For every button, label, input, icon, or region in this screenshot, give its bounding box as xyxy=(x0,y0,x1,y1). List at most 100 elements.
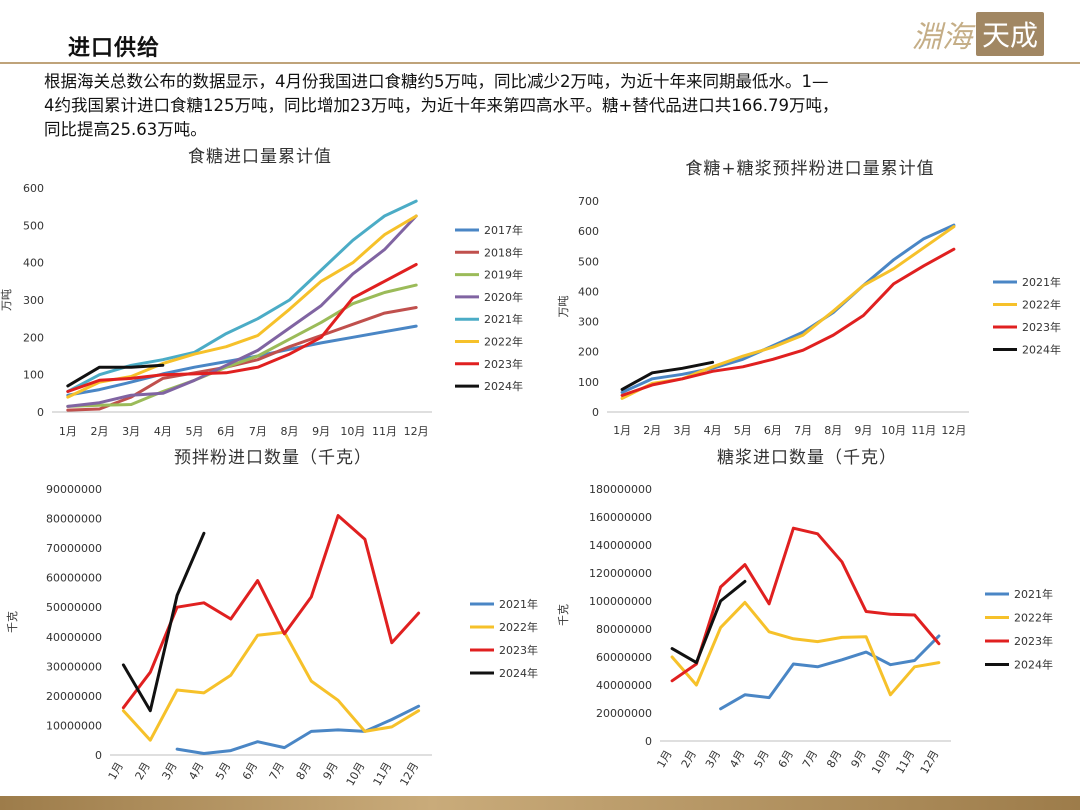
x-tick-label: 5月 xyxy=(186,425,204,438)
x-tick-label: 1月 xyxy=(613,424,631,437)
footer-band xyxy=(0,796,1080,810)
x-tick-label: 12月 xyxy=(918,748,942,776)
x-tick-label: 10月 xyxy=(869,748,893,776)
x-tick-label: 4月 xyxy=(727,748,747,770)
x-tick-label: 11月 xyxy=(371,760,395,788)
series-line-2021 xyxy=(620,223,956,394)
y-tick-label: 120000000 xyxy=(589,567,652,580)
series-line-2022 xyxy=(121,630,421,742)
legend-label: 2023年 xyxy=(499,643,538,657)
y-tick-label: 400 xyxy=(23,257,44,270)
x-tick-label: 10月 xyxy=(344,760,368,788)
x-tick-label: 8月 xyxy=(824,424,842,437)
y-tick-label: 10000000 xyxy=(46,719,102,732)
chart-title: 糖浆进口数量（千克） xyxy=(717,448,897,468)
legend-label: 2024年 xyxy=(1014,658,1053,672)
legend-label: 2019年 xyxy=(484,268,523,282)
x-tick-label: 8月 xyxy=(824,748,844,770)
y-axis-label: 万吨 xyxy=(557,296,570,318)
x-tick-label: 2月 xyxy=(133,760,153,782)
x-tick-label: 8月 xyxy=(281,425,299,438)
y-tick-label: 500 xyxy=(23,219,44,232)
x-tick-label: 4月 xyxy=(186,760,206,782)
y-axis-label: 千克 xyxy=(6,611,19,633)
x-tick-label: 6月 xyxy=(217,425,235,438)
x-tick-label: 3月 xyxy=(159,760,179,782)
y-tick-label: 500 xyxy=(578,255,599,268)
x-tick-label: 2月 xyxy=(91,425,109,438)
intro-line: 4约我国累计进口食糖125万吨，同比增加23万吨，为近十年来第四高水平。糖+替代… xyxy=(44,96,839,115)
y-tick-label: 0 xyxy=(645,735,652,748)
y-tick-label: 60000000 xyxy=(46,572,102,585)
legend-label: 2022年 xyxy=(499,620,538,634)
y-tick-label: 40000000 xyxy=(46,631,102,644)
y-tick-label: 600 xyxy=(578,225,599,238)
chart-title: 食糖进口量累计值 xyxy=(188,147,332,167)
y-tick-label: 0 xyxy=(592,406,599,419)
y-axis-label: 万吨 xyxy=(0,289,13,311)
title-divider xyxy=(0,62,1080,64)
y-tick-label: 180000000 xyxy=(589,483,652,496)
x-tick-label: 12月 xyxy=(397,760,421,788)
x-tick-label: 5月 xyxy=(213,760,233,782)
legend-label: 2020年 xyxy=(484,290,523,304)
x-tick-label: 5月 xyxy=(751,748,771,770)
y-tick-label: 100000000 xyxy=(589,595,652,608)
x-tick-label: 11月 xyxy=(372,425,397,438)
y-tick-label: 50000000 xyxy=(46,601,102,614)
y-tick-label: 60000000 xyxy=(596,651,652,664)
chart-syrup-import: 糖浆进口数量（千克） 千克 0 20000000 40000000 60000000 800… xyxy=(557,448,1053,776)
y-tick-label: 400 xyxy=(578,285,599,298)
x-tick-label: 10月 xyxy=(881,424,906,437)
y-tick-label: 30000000 xyxy=(46,660,102,673)
legend-label: 2017年 xyxy=(484,223,523,237)
x-tick-label: 2月 xyxy=(679,748,699,770)
series-line-2024 xyxy=(670,579,747,665)
x-tick-label: 9月 xyxy=(854,424,872,437)
x-tick-label: 1月 xyxy=(654,748,674,770)
y-tick-label: 200 xyxy=(578,346,599,359)
x-tick-label: 1月 xyxy=(59,425,77,438)
series-line-2022 xyxy=(670,600,941,697)
legend-label: 2021年 xyxy=(484,312,523,326)
y-tick-label: 100 xyxy=(578,376,599,389)
x-tick-label: 3月 xyxy=(122,425,140,438)
x-tick-label: 3月 xyxy=(703,748,723,770)
legend-label: 2021年 xyxy=(499,597,538,611)
x-tick-label: 11月 xyxy=(893,748,917,776)
chart-premix-import: 预拌粉进口数量（千克） 千克 0 10000000 20000000 30000000 40… xyxy=(6,448,538,788)
series-line-2024 xyxy=(620,360,715,391)
series-line-2023 xyxy=(670,526,941,683)
series-line-2023 xyxy=(121,514,421,710)
x-tick-label: 7月 xyxy=(249,425,267,438)
intro-line: 根据海关总数公布的数据显示，4月份我国进口食糖约5万吨，同比减少2万吨，为近十年… xyxy=(44,72,829,91)
y-tick-label: 80000000 xyxy=(46,513,102,526)
legend-label: 2023年 xyxy=(1022,320,1061,334)
intro-paragraph: 根据海关总数公布的数据显示，4月份我国进口食糖约5万吨，同比减少2万吨，为近十年… xyxy=(44,70,1044,142)
legend-label: 2022年 xyxy=(1014,611,1053,625)
x-tick-label: 7月 xyxy=(794,424,812,437)
x-tick-label: 6月 xyxy=(240,760,260,782)
legend-label: 2023年 xyxy=(1014,634,1053,648)
x-tick-label: 1月 xyxy=(106,760,126,782)
y-tick-label: 100 xyxy=(23,369,44,382)
y-tick-label: 300 xyxy=(578,316,599,329)
x-tick-label: 10月 xyxy=(340,425,365,438)
series-line-2023 xyxy=(620,247,956,397)
y-tick-label: 600 xyxy=(23,182,44,195)
legend-label: 2024年 xyxy=(1022,343,1061,357)
chart-title: 预拌粉进口数量（千克） xyxy=(174,448,372,468)
chart-title: 食糖+糖浆预拌粉进口量累计值 xyxy=(685,159,934,179)
x-tick-label: 5月 xyxy=(734,424,752,437)
brand-logo: 淵海 天成 xyxy=(912,12,1052,56)
legend-label: 2023年 xyxy=(484,357,523,371)
y-tick-label: 160000000 xyxy=(589,511,652,524)
page-title: 进口供给 xyxy=(68,36,161,61)
intro-line: 同比提高25.63万吨。 xyxy=(44,120,207,139)
x-tick-label: 11月 xyxy=(911,424,936,437)
legend-label: 2022年 xyxy=(1022,298,1061,312)
x-tick-label: 8月 xyxy=(294,760,314,782)
y-tick-label: 0 xyxy=(37,406,44,419)
